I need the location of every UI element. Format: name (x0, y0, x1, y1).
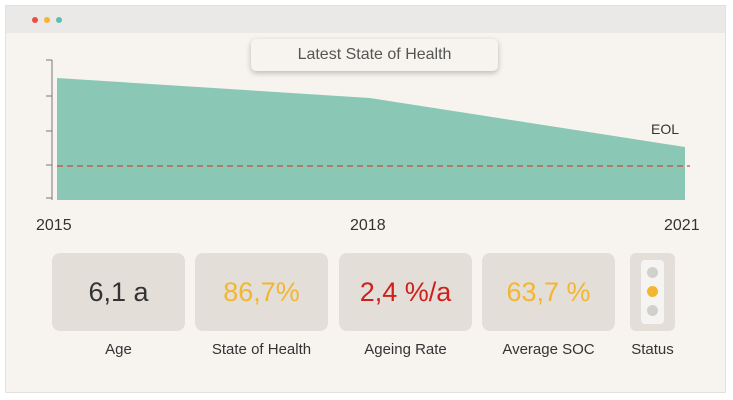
status-light-middle (647, 286, 658, 297)
status-label: Status (631, 341, 674, 358)
x-tick-label-2021: 2021 (664, 217, 700, 234)
status-indicator (630, 253, 675, 331)
close-window-dot[interactable] (32, 17, 38, 23)
metric-label-age: Age (105, 341, 132, 358)
state-of-health-chart: EOL 2015 2018 2021 (36, 59, 700, 234)
metric-value-ageing-rate: 2,4 %/a (359, 277, 452, 307)
metric-tile-average-soc: 63,7 % (482, 253, 615, 331)
status-light-top (647, 267, 658, 278)
window-titlebar (6, 6, 725, 33)
metric-tile-state-of-health: 86,7% (195, 253, 328, 331)
metric-tile-ageing-rate: 2,4 %/a (339, 253, 472, 331)
traffic-light-icon (641, 260, 664, 324)
maximize-window-dot[interactable] (56, 17, 62, 23)
x-tick-label-2015: 2015 (36, 217, 72, 234)
x-tick-label-2018: 2018 (350, 217, 386, 234)
soh-area (57, 78, 685, 200)
status-light-bottom (647, 305, 658, 316)
metric-tile-age: 6,1 a (52, 253, 185, 331)
metric-label-ageing-rate: Ageing Rate (364, 341, 447, 358)
metric-value-state-of-health: 86,7% (223, 277, 300, 307)
eol-label: EOL (651, 121, 679, 137)
metric-value-age: 6,1 a (88, 277, 149, 307)
metric-label-average-soc: Average SOC (502, 341, 595, 358)
metric-value-average-soc: 63,7 % (506, 277, 591, 307)
chart-title: Latest State of Health (251, 39, 498, 71)
metric-label-state-of-health: State of Health (211, 341, 312, 358)
minimize-window-dot[interactable] (44, 17, 50, 23)
